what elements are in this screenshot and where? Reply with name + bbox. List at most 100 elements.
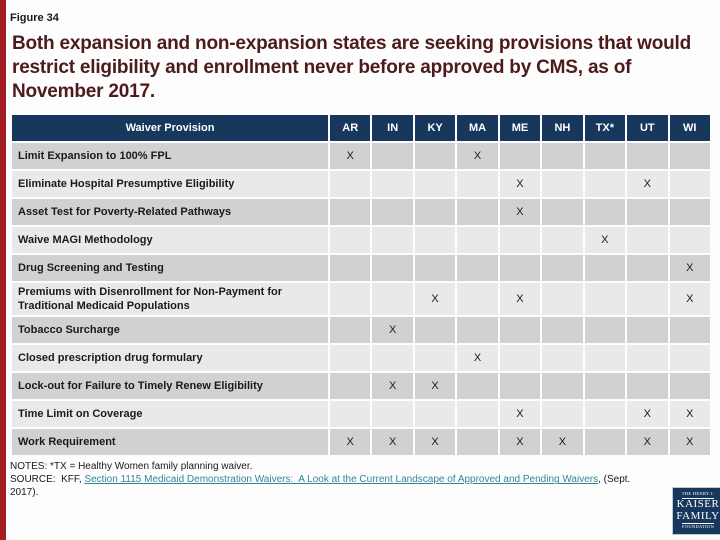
left-accent-bar: [0, 0, 6, 540]
cell-nh: [542, 226, 583, 253]
cell-ut: [627, 317, 668, 344]
provision-label: Lock-out for Failure to Timely Renew Eli…: [12, 373, 328, 400]
cell-tx: [584, 429, 626, 456]
table-row: Eliminate Hospital Presumptive Eligibili…: [12, 170, 710, 197]
column-header-wi: WI: [669, 114, 710, 141]
cell-ma: X: [457, 345, 498, 372]
cell-ut: [627, 373, 668, 400]
cell-ut: [627, 142, 668, 169]
cell-me: [499, 345, 541, 372]
cell-ma: [457, 401, 498, 428]
cell-ar: [330, 282, 371, 316]
cell-ut: X: [627, 170, 668, 197]
cell-ky: [414, 254, 456, 281]
cell-in: [372, 226, 413, 253]
provision-label: Time Limit on Coverage: [12, 401, 328, 428]
cell-me: X: [499, 401, 541, 428]
table-body: Limit Expansion to 100% FPL X X Eliminate H…: [12, 142, 710, 456]
cell-ky: X: [414, 282, 456, 316]
cell-ar: [330, 170, 371, 197]
cell-ar: X: [330, 142, 371, 169]
table-row: Closed prescription drug formulary X: [12, 345, 710, 372]
cell-ky: [414, 317, 456, 344]
cell-wi: X: [669, 401, 710, 428]
cell-tx: [584, 345, 626, 372]
cell-ma: [457, 170, 498, 197]
source-link[interactable]: Section 1115 Medicaid Demonstration Waiv…: [84, 474, 599, 486]
table-header-row: Waiver Provision AR IN KY MA ME NH TX* UT WI: [12, 114, 710, 141]
cell-in: [372, 254, 413, 281]
cell-ma: X: [457, 142, 498, 169]
table-head: Waiver Provision AR IN KY MA ME NH TX* UT WI: [12, 114, 710, 141]
cell-me: [499, 226, 541, 253]
cell-wi: [669, 373, 710, 400]
table-row: Limit Expansion to 100% FPL X X: [12, 142, 710, 169]
column-header-me: ME: [499, 114, 541, 141]
footer-notes: NOTES: *TX = Healthy Women family planni…: [10, 460, 658, 499]
kff-logo: THE HENRY J. KAISER FAMILY FOUNDATION: [672, 487, 720, 535]
cell-tx: [584, 142, 626, 169]
cell-wi: [669, 317, 710, 344]
cell-ut: [627, 198, 668, 225]
cell-ma: [457, 282, 498, 316]
cell-me: [499, 373, 541, 400]
cell-nh: [542, 317, 583, 344]
cell-tx: [584, 317, 626, 344]
cell-ar: [330, 401, 371, 428]
cell-in: X: [372, 317, 413, 344]
cell-ut: X: [627, 429, 668, 456]
cell-in: X: [372, 373, 413, 400]
cell-nh: [542, 373, 583, 400]
slide-content: Figure 34 Both expansion and non-expansi…: [10, 0, 714, 499]
provision-label: Tobacco Surcharge: [12, 317, 328, 344]
cell-nh: [542, 254, 583, 281]
table-row: Tobacco Surcharge X: [12, 317, 710, 344]
provision-label: Asset Test for Poverty-Related Pathways: [12, 198, 328, 225]
provision-label: Closed prescription drug formulary: [12, 345, 328, 372]
cell-nh: [542, 142, 583, 169]
cell-me: X: [499, 170, 541, 197]
cell-ut: [627, 226, 668, 253]
cell-ut: [627, 282, 668, 316]
table-row: Time Limit on Coverage X X X: [12, 401, 710, 428]
cell-ar: [330, 373, 371, 400]
column-header-in: IN: [372, 114, 413, 141]
cell-ky: [414, 345, 456, 372]
provision-label: Limit Expansion to 100% FPL: [12, 142, 328, 169]
cell-ky: [414, 198, 456, 225]
provision-label: Waive MAGI Methodology: [12, 226, 328, 253]
cell-in: [372, 282, 413, 316]
cell-tx: [584, 282, 626, 316]
column-header-ar: AR: [330, 114, 371, 141]
cell-ar: [330, 317, 371, 344]
column-header-nh: NH: [542, 114, 583, 141]
cell-wi: X: [669, 429, 710, 456]
cell-in: X: [372, 429, 413, 456]
column-header-ky: KY: [414, 114, 456, 141]
cell-in: [372, 142, 413, 169]
table-row: Lock-out for Failure to Timely Renew Eli…: [12, 373, 710, 400]
cell-wi: [669, 198, 710, 225]
table-row: Premiums with Disenrollment for Non-Paym…: [12, 282, 710, 316]
cell-wi: [669, 170, 710, 197]
cell-ky: [414, 142, 456, 169]
cell-in: [372, 345, 413, 372]
column-header-provision: Waiver Provision: [12, 114, 328, 141]
table-row: Work Requirement X X X X X X X: [12, 429, 710, 456]
cell-me: X: [499, 198, 541, 225]
waiver-table: Waiver Provision AR IN KY MA ME NH TX* UT WI Limi…: [10, 113, 712, 458]
cell-ma: [457, 226, 498, 253]
cell-me: [499, 142, 541, 169]
cell-ma: [457, 198, 498, 225]
table-row: Drug Screening and Testing X: [12, 254, 710, 281]
cell-me: X: [499, 429, 541, 456]
cell-tx: [584, 198, 626, 225]
cell-nh: [542, 170, 583, 197]
column-header-ut: UT: [627, 114, 668, 141]
cell-ky: X: [414, 429, 456, 456]
cell-nh: [542, 282, 583, 316]
cell-ut: [627, 254, 668, 281]
cell-ma: [457, 373, 498, 400]
cell-ar: X: [330, 429, 371, 456]
